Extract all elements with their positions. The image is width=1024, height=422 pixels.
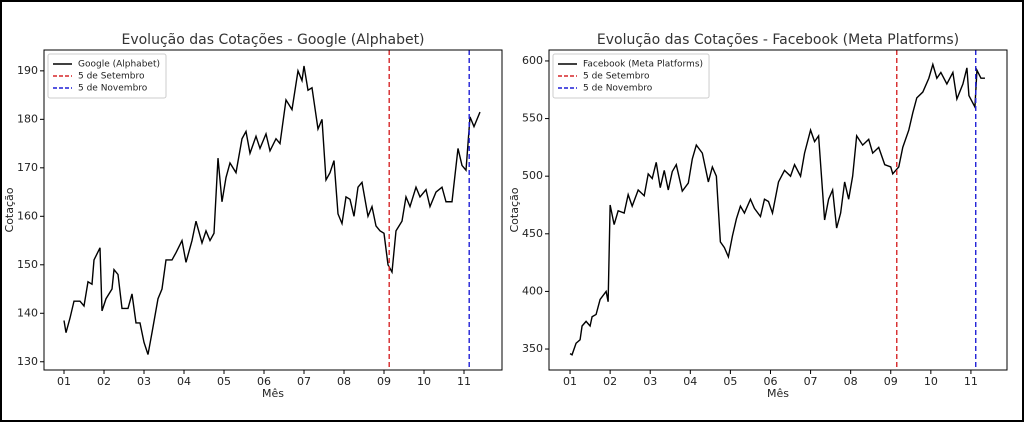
legend-label: Facebook (Meta Platforms) bbox=[583, 60, 703, 70]
x-tick-label: 09 bbox=[377, 375, 391, 388]
y-tick-label: 450 bbox=[522, 227, 543, 240]
legend-label: 5 de Setembro bbox=[583, 72, 650, 82]
x-tick-label: 01 bbox=[563, 375, 577, 388]
y-tick-label: 500 bbox=[522, 169, 543, 182]
x-tick-label: 09 bbox=[884, 375, 898, 388]
x-tick-label: 07 bbox=[804, 375, 818, 388]
legend: Google (Alphabet) 5 de Setembro 5 de Novem… bbox=[47, 53, 167, 99]
y-axis-label: Cotação bbox=[508, 187, 521, 232]
legend-label: 5 de Novembro bbox=[78, 84, 148, 94]
legend: Facebook (Meta Platforms) 5 de Setembro 5 … bbox=[552, 53, 710, 99]
x-tick-label: 05 bbox=[723, 375, 737, 388]
legend-label: 5 de Setembro bbox=[78, 72, 145, 82]
y-tick-label: 550 bbox=[522, 112, 543, 125]
x-tick-label: 08 bbox=[337, 375, 351, 388]
y-tick-label: 150 bbox=[17, 258, 38, 271]
plot-frame bbox=[548, 49, 1008, 371]
chart-title: Evolução das Cotações - Google (Alphabet… bbox=[121, 32, 424, 48]
plot-frame bbox=[43, 49, 503, 371]
y-tick-label: 350 bbox=[522, 342, 543, 355]
legend-label: Google (Alphabet) bbox=[78, 60, 160, 70]
x-axis-label: Mês bbox=[767, 387, 789, 400]
y-tick-label: 130 bbox=[17, 355, 38, 368]
x-tick-label: 02 bbox=[603, 375, 617, 388]
x-tick-label: 08 bbox=[844, 375, 858, 388]
x-tick-label: 06 bbox=[257, 375, 271, 388]
x-tick-label: 01 bbox=[57, 375, 71, 388]
legend-box bbox=[47, 53, 167, 99]
x-axis-label: Mês bbox=[262, 387, 284, 400]
y-tick-label: 140 bbox=[17, 306, 38, 319]
x-tick-label: 11 bbox=[457, 375, 471, 388]
y-tick-label: 160 bbox=[17, 209, 38, 222]
x-tick-label: 02 bbox=[97, 375, 111, 388]
x-tick-label: 04 bbox=[177, 375, 191, 388]
x-tick-label: 10 bbox=[924, 375, 938, 388]
price-line bbox=[569, 61, 985, 356]
price-line bbox=[63, 65, 481, 355]
x-tick-label: 07 bbox=[297, 375, 311, 388]
x-tick-label: 03 bbox=[137, 375, 151, 388]
legend-box bbox=[552, 53, 710, 99]
y-axis-label: Cotação bbox=[3, 187, 16, 232]
x-tick-label: 03 bbox=[643, 375, 657, 388]
x-tick-label: 11 bbox=[964, 375, 978, 388]
y-tick-label: 600 bbox=[522, 54, 543, 67]
chart-title: Evolução das Cotações - Facebook (Meta P… bbox=[597, 32, 959, 48]
x-tick-label: 04 bbox=[683, 375, 697, 388]
x-tick-label: 05 bbox=[217, 375, 231, 388]
y-tick-label: 190 bbox=[17, 64, 38, 77]
y-tick-label: 180 bbox=[17, 112, 38, 125]
y-tick-label: 170 bbox=[17, 161, 38, 174]
legend-label: 5 de Novembro bbox=[583, 84, 653, 94]
y-tick-label: 400 bbox=[522, 284, 543, 297]
x-tick-label: 06 bbox=[763, 375, 777, 388]
x-tick-label: 10 bbox=[417, 375, 431, 388]
